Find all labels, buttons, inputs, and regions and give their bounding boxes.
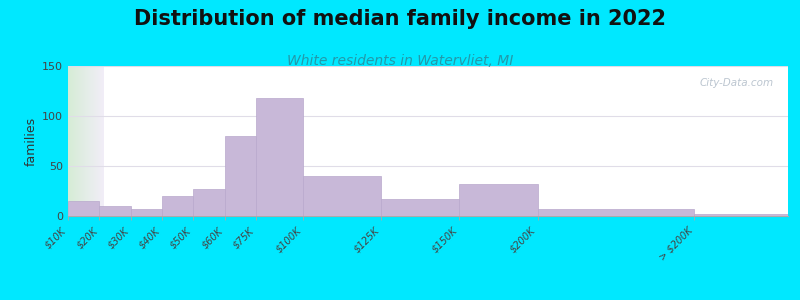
- Bar: [381, 199, 459, 216]
- Bar: [99, 206, 130, 216]
- Bar: [694, 214, 788, 216]
- Bar: [68, 201, 99, 216]
- Bar: [194, 189, 225, 216]
- Bar: [459, 184, 538, 216]
- Text: City-Data.com: City-Data.com: [699, 78, 774, 88]
- Bar: [130, 209, 162, 216]
- Y-axis label: families: families: [25, 116, 38, 166]
- Bar: [302, 176, 381, 216]
- Bar: [162, 196, 194, 216]
- Bar: [256, 98, 302, 216]
- Bar: [225, 136, 256, 216]
- Text: White residents in Watervliet, MI: White residents in Watervliet, MI: [287, 54, 513, 68]
- Bar: [538, 209, 694, 216]
- Text: Distribution of median family income in 2022: Distribution of median family income in …: [134, 9, 666, 29]
